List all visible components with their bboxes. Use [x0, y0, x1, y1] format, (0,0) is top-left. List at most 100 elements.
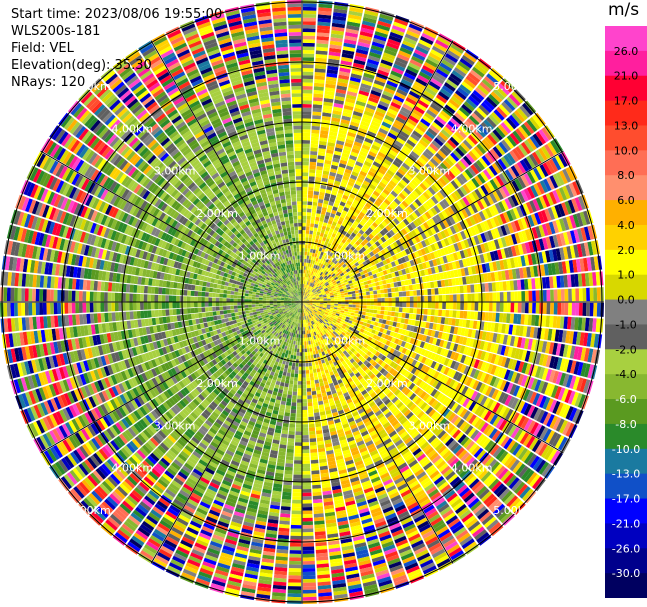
velocity-gate	[316, 166, 323, 171]
velocity-gate	[532, 133, 543, 147]
velocity-gate	[439, 221, 447, 230]
velocity-gate	[408, 62, 421, 71]
velocity-gate	[352, 299, 356, 302]
velocity-gate	[324, 159, 332, 165]
velocity-gate	[340, 293, 345, 296]
velocity-gate	[312, 284, 316, 288]
velocity-gate	[345, 31, 358, 38]
velocity-gate	[383, 218, 390, 225]
velocity-gate	[512, 207, 521, 219]
velocity-gate	[378, 168, 386, 175]
velocity-gate	[391, 292, 396, 297]
velocity-gate	[332, 274, 337, 279]
velocity-gate	[352, 167, 361, 174]
velocity-gate	[420, 224, 427, 232]
velocity-gate	[404, 159, 413, 168]
velocity-gate	[309, 291, 313, 295]
velocity-gate	[358, 268, 363, 273]
velocity-gate	[474, 63, 488, 75]
velocity-gate	[340, 60, 353, 66]
velocity-gate	[339, 266, 344, 271]
velocity-gate	[436, 223, 443, 232]
velocity-gate	[306, 277, 309, 282]
velocity-gate	[327, 65, 339, 71]
velocity-gate	[302, 373, 306, 378]
velocity-gate	[302, 230, 306, 234]
velocity-gate	[341, 210, 348, 216]
velocity-gate	[323, 270, 327, 274]
velocity-gate	[401, 228, 408, 235]
velocity-gate	[318, 3, 333, 9]
velocity-gate	[327, 142, 336, 147]
velocity-gate	[325, 283, 330, 287]
velocity-gate	[347, 131, 356, 138]
velocity-gate	[389, 236, 396, 243]
velocity-gate	[306, 219, 311, 224]
velocity-gate	[302, 381, 307, 385]
velocity-gate	[335, 287, 340, 291]
velocity-gate	[302, 226, 306, 231]
velocity-gate	[334, 242, 340, 248]
velocity-gate	[542, 302, 547, 314]
velocity-gate	[312, 280, 316, 284]
velocity-gate	[368, 218, 374, 225]
velocity-gate	[478, 157, 488, 169]
velocity-gate	[317, 21, 331, 27]
velocity-gate	[310, 245, 314, 250]
velocity-gate	[541, 145, 551, 159]
velocity-gate	[418, 71, 431, 81]
velocity-gate	[399, 130, 410, 139]
velocity-gate	[307, 295, 311, 298]
velocity-gate	[323, 286, 327, 290]
velocity-gate	[361, 183, 369, 190]
velocity-gate	[333, 154, 341, 160]
velocity-gate	[311, 212, 316, 217]
velocity-gate	[322, 170, 330, 176]
velocity-gate	[325, 226, 331, 232]
velocity-gate	[316, 206, 322, 211]
velocity-gate	[395, 116, 406, 124]
velocity-gate	[390, 70, 403, 79]
velocity-gate	[356, 232, 362, 238]
velocity-gate	[424, 148, 434, 158]
velocity-gate	[302, 377, 306, 382]
velocity-gate	[476, 223, 484, 234]
velocity-gate	[353, 199, 360, 206]
velocity-gate	[338, 284, 343, 288]
velocity-gate	[365, 65, 377, 73]
velocity-gate	[357, 189, 365, 196]
velocity-gate	[302, 291, 304, 295]
velocity-gate	[519, 105, 531, 118]
velocity-gate	[365, 221, 372, 227]
velocity-gate	[311, 296, 316, 299]
velocity-gate	[303, 295, 305, 299]
velocity-gate	[323, 163, 331, 169]
velocity-gate	[349, 124, 359, 131]
velocity-gate	[450, 192, 459, 202]
velocity-gate	[338, 163, 347, 169]
velocity-gate	[405, 121, 416, 130]
velocity-gate	[437, 165, 447, 174]
velocity-gate	[307, 391, 312, 396]
velocity-gate	[316, 283, 320, 287]
velocity-gate	[411, 165, 420, 174]
velocity-gate	[484, 136, 495, 148]
velocity-gate	[369, 291, 374, 295]
velocity-gate	[521, 291, 526, 302]
velocity-gate	[542, 194, 551, 208]
velocity-gate	[434, 288, 439, 295]
velocity-gate	[400, 220, 407, 228]
velocity-gate	[535, 131, 547, 145]
velocity-gate	[307, 285, 310, 289]
velocity-gate	[362, 292, 367, 296]
velocity-gate	[427, 245, 433, 253]
velocity-gate	[304, 291, 306, 296]
velocity-gate	[351, 148, 360, 154]
velocity-gate	[443, 56, 457, 66]
velocity-gate	[439, 62, 453, 73]
velocity-gate	[312, 398, 318, 403]
velocity-gate	[526, 186, 536, 199]
velocity-gate	[507, 302, 511, 313]
velocity-gate	[320, 251, 324, 256]
velocity-gate	[367, 227, 374, 234]
